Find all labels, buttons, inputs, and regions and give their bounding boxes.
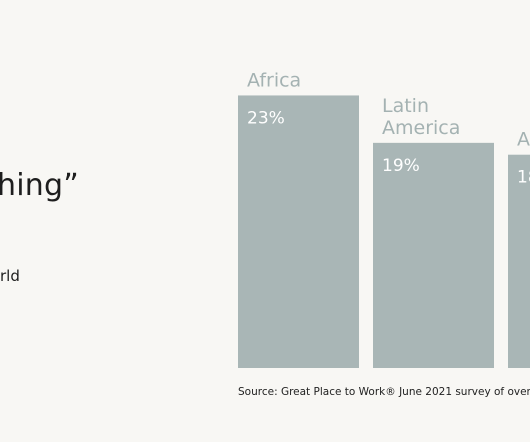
- chart-subtitle-fragment: rld: [0, 267, 20, 285]
- bar-latin-america: [373, 142, 494, 368]
- value-label-africa: 23%: [247, 108, 285, 128]
- value-label-latin-america: 19%: [382, 156, 420, 176]
- chart-title-fragment: hing”: [0, 168, 79, 203]
- category-label-latin-america: Latin America: [382, 95, 460, 139]
- bar-africa: [238, 95, 359, 368]
- bar-a: [508, 154, 530, 368]
- value-label-a: 18: [517, 168, 530, 188]
- source-note: Source: Great Place to Work® June 2021 s…: [238, 386, 530, 398]
- category-label-africa: Africa: [247, 69, 301, 91]
- category-label-a: A: [517, 129, 530, 151]
